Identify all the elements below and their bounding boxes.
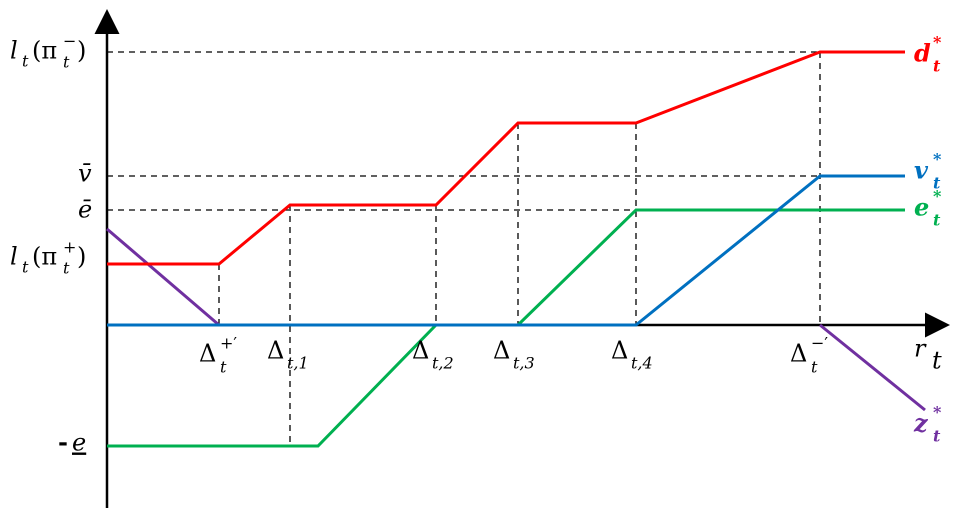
label: (π bbox=[32, 243, 57, 271]
axis-label: t bbox=[932, 347, 942, 375]
label: −′ bbox=[811, 334, 828, 353]
label: t bbox=[811, 358, 818, 377]
bottom-labels: Δ t +′ Δ t,1 Δ t,2 Δ t,3 Δ t,4 Δ t −′ bbox=[199, 334, 828, 377]
label: t bbox=[22, 52, 29, 71]
label: Δ bbox=[199, 340, 216, 368]
label: + bbox=[63, 238, 76, 257]
legend-label: e bbox=[914, 193, 929, 222]
curve-labels: d t * v t * e t * z t * bbox=[913, 33, 942, 446]
label: Δ bbox=[493, 337, 510, 365]
label: t bbox=[63, 259, 70, 278]
label: t bbox=[220, 358, 227, 377]
label: ) bbox=[77, 37, 86, 65]
label: e bbox=[72, 429, 86, 457]
label: t,2 bbox=[432, 354, 454, 373]
label: t,4 bbox=[631, 354, 653, 373]
axis-label: r bbox=[914, 335, 927, 363]
legend-label: d bbox=[914, 39, 931, 68]
d-curve bbox=[107, 50, 905, 266]
label: Δ bbox=[611, 337, 628, 365]
legend-label: t bbox=[933, 211, 941, 230]
legend-label: t bbox=[933, 57, 941, 76]
label: l bbox=[10, 37, 18, 65]
label: Δ bbox=[412, 337, 429, 365]
label: l bbox=[10, 243, 18, 271]
e-curve bbox=[107, 208, 905, 448]
label: t,3 bbox=[513, 354, 535, 373]
guides bbox=[107, 51, 821, 446]
label: Δ bbox=[790, 340, 807, 368]
label: Δ bbox=[267, 337, 284, 365]
z-curve bbox=[819, 323, 926, 412]
legend-label: v bbox=[914, 156, 929, 185]
legend-label: t bbox=[933, 427, 941, 446]
label: t bbox=[22, 258, 29, 277]
legend-label: * bbox=[933, 33, 942, 52]
label: − bbox=[63, 32, 76, 51]
legend-label: * bbox=[933, 403, 942, 422]
legend-label: * bbox=[933, 187, 942, 206]
label: +′ bbox=[220, 334, 237, 353]
legend-label: z bbox=[913, 409, 929, 438]
label: ē bbox=[78, 196, 92, 224]
label: - bbox=[58, 428, 68, 457]
legend-label: * bbox=[933, 150, 942, 169]
label: (π bbox=[32, 37, 57, 65]
label: v̄ bbox=[78, 160, 92, 188]
label: t bbox=[63, 53, 70, 72]
legend-label: t bbox=[933, 174, 941, 193]
label: t,1 bbox=[287, 354, 309, 373]
label: ) bbox=[77, 243, 86, 271]
left-labels: l t (π t − ) v̄ ē l t (π t + ) - e bbox=[10, 32, 92, 457]
v-curve bbox=[107, 174, 905, 327]
z-curve bbox=[106, 227, 220, 327]
